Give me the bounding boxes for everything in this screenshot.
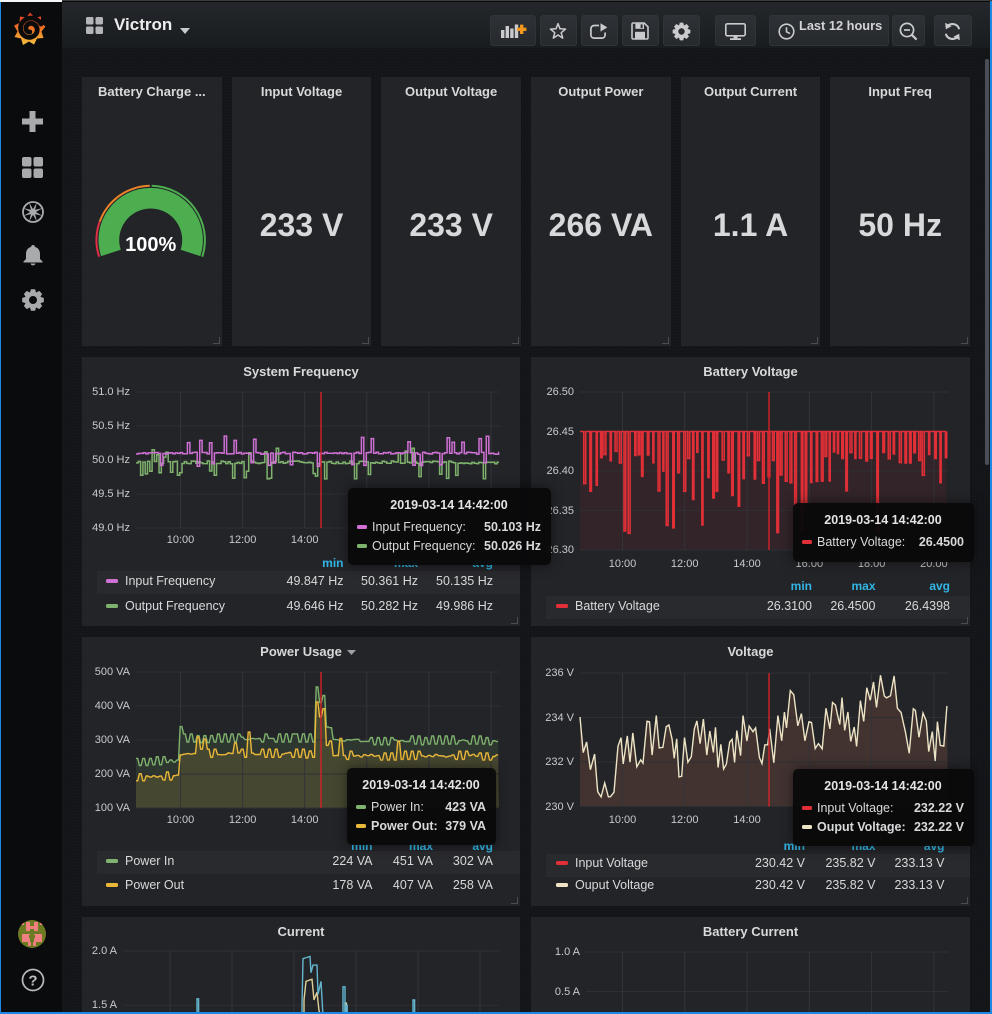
svg-text:100%: 100%	[125, 234, 176, 256]
svg-text:?: ?	[28, 973, 37, 990]
